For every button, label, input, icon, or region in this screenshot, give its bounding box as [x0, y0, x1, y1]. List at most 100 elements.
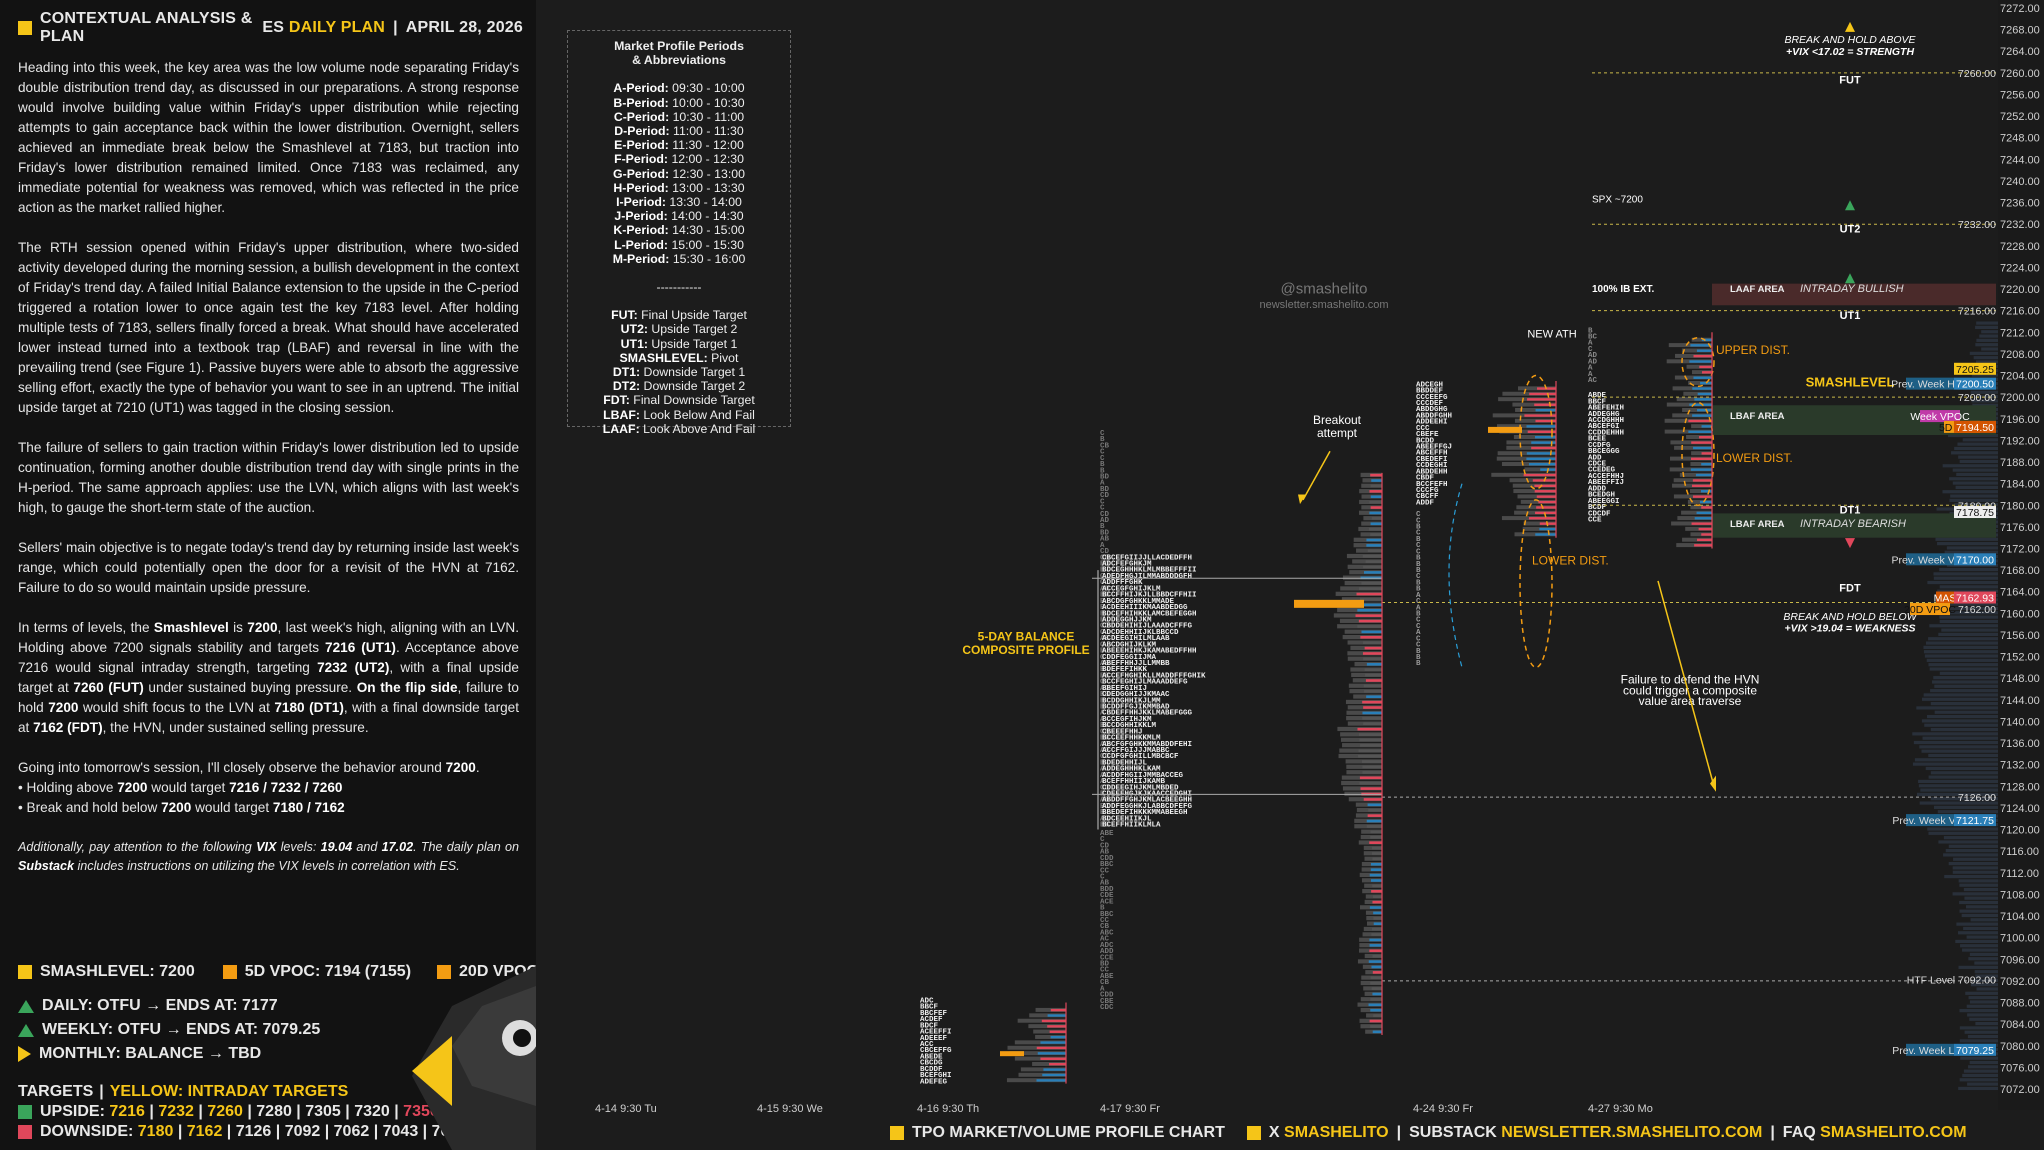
tpo-row: BBCF	[1588, 398, 1607, 406]
watermark-url: newsletter.smashelito.com	[1260, 299, 1389, 311]
day-volume-bar	[1701, 533, 1712, 536]
volume-profile-bar	[1975, 325, 1998, 330]
volume-profile-bar	[1928, 663, 1998, 667]
footer-x-handle[interactable]: SMASHELITO	[1284, 1124, 1389, 1141]
tpo-row: B	[1100, 604, 1105, 612]
day-volume-bar	[1699, 500, 1712, 504]
tpo-row: B	[1416, 536, 1421, 544]
tag-7194-bg	[1954, 420, 1996, 433]
volume-profile-bar	[1930, 689, 1998, 693]
tpo-row: ABEEFFIJ	[1588, 479, 1624, 487]
separator: |	[369, 1123, 383, 1140]
prev-week-low-value-bg	[1954, 1043, 1996, 1056]
tpo-row: CBDEFFHHJKKLMABEFGGG	[1102, 710, 1193, 718]
volume-profile-bar	[1919, 745, 1998, 749]
legend-period: F-Period: 12:00 - 12:30	[614, 152, 744, 167]
tpo-row: CCCDEF	[1416, 400, 1444, 408]
price-tick-label: 7192.00	[2000, 435, 2040, 447]
legend-period: G-Period: 12:30 - 13:00	[613, 166, 745, 181]
tpo-row: ADEEEF	[920, 1035, 948, 1043]
prev-week-high-value: 7200.50	[1956, 379, 1994, 391]
triangle-up-icon	[1845, 273, 1855, 284]
legend-abbrev: UT2: Upside Target 2	[620, 322, 738, 337]
lbaf-box-label: LBAF AREA	[1730, 411, 1785, 422]
upper-dist-arc	[1681, 336, 1715, 388]
tpo-row: ADD	[1588, 454, 1602, 462]
day-volume-bar	[1696, 349, 1712, 352]
price-tick-label: 7112.00	[2000, 868, 2039, 880]
mas-label-bg	[1936, 591, 1954, 604]
tpo-row: CB	[1100, 923, 1110, 931]
time-axis: 4-14 9:30 Tu 4-15 9:30 We 4-16 9:30 Th 4-17…	[595, 1103, 1653, 1115]
price-tick-label: 7220.00	[2000, 284, 2040, 296]
day-volume-bar	[1694, 398, 1712, 401]
day-volume-bar	[1040, 1057, 1066, 1060]
tpo-row: CBCEFGIIJJLLACDEDFFH	[1102, 554, 1192, 562]
time-tick-label: 4-14 9:30 Tu	[595, 1103, 657, 1115]
tpo-row: C	[1100, 836, 1105, 844]
tpo-row: CD	[1100, 623, 1110, 631]
day-volume-bar	[1527, 398, 1556, 401]
tpo-row: C	[1100, 654, 1105, 662]
smashlevel-label: SMASHLEVEL	[1806, 374, 1895, 389]
tpo-row: A	[1100, 766, 1105, 774]
tpo-row: A	[1416, 604, 1421, 612]
volume-profile-bar	[1965, 905, 1998, 909]
day-volume-bar	[1694, 544, 1712, 547]
volume-profile-bar	[1948, 861, 1998, 866]
tpo-row: B	[1100, 610, 1105, 618]
tpo-row: AD	[1588, 358, 1598, 366]
price-tick-label: 7216.00	[2000, 306, 2040, 318]
tpo-row: AB	[1100, 635, 1110, 643]
price-tick-label: 7256.00	[2000, 89, 2040, 101]
volume-profile-bar	[1921, 749, 1998, 753]
day-volume-bar	[1692, 484, 1712, 488]
volume-profile-bar	[1970, 390, 1998, 394]
price-tick-label: 7212.00	[2000, 327, 2040, 339]
tpo-row: AC	[1100, 936, 1110, 944]
tpo-row: C	[1416, 635, 1421, 643]
tpo-row: AC	[1588, 377, 1598, 385]
composite-volume-bar	[1372, 992, 1382, 996]
tpo-profile-chart[interactable]: 7272.00 7268.00 7264.00 7260.00 7256.00 7252.…	[536, 0, 2044, 1150]
tpo-row: CCDFGFGHILLMBCBCF	[1102, 753, 1179, 761]
tpo-row: C	[1100, 641, 1105, 649]
footer-substack-link[interactable]: NEWSLETTER.SMASHELITO.COM	[1501, 1124, 1763, 1141]
tpo-row: ABEEFFGJ	[1416, 444, 1452, 452]
tpo-row: ACCEFHGHIKLLMADDFFFGHIK	[1102, 672, 1206, 680]
legend-abbrev: LBAF: Look Below And Fail	[603, 407, 755, 422]
day-volume-bar	[1692, 387, 1712, 390]
composite-volume-bar	[1371, 852, 1382, 855]
volume-profile-bar	[1939, 671, 1998, 675]
tpo-row: C	[1416, 642, 1421, 650]
composite-volume-bar	[1369, 841, 1382, 844]
day-volume-bar	[1526, 457, 1556, 461]
tpo-row: CBCDG	[920, 1060, 943, 1068]
tpo-row: C	[1588, 346, 1593, 354]
volume-profile-bar	[1974, 961, 1998, 965]
legend-period: B-Period: 10:00 - 10:30	[613, 95, 745, 110]
volume-profile-bar	[1981, 347, 1998, 351]
volume-profile-bar	[1928, 637, 1998, 641]
tpo-row: B	[1416, 561, 1421, 569]
price-tick-label: 7088.00	[2000, 998, 2040, 1010]
composite-volume-bar	[1361, 760, 1382, 763]
tpo-row: CCC	[1416, 425, 1430, 433]
volume-profile-bar	[1958, 965, 1998, 969]
tpo-row: C	[1100, 455, 1105, 463]
day-volume-bar	[1695, 473, 1712, 477]
target-value: 7126	[235, 1123, 272, 1140]
tpo-row: ACDEF	[920, 1016, 943, 1024]
composite-volume-bar	[1361, 581, 1382, 585]
triangle-up-icon	[18, 1023, 34, 1037]
price-tick-label: 7136.00	[2000, 738, 2040, 750]
volume-profile-bar	[1964, 896, 1998, 900]
fut-label: FUT	[1839, 75, 1861, 87]
tpo-row: ADCDEHHIIJKLBBCCD	[1102, 629, 1179, 637]
legend-divider: -----------	[656, 280, 702, 295]
footer-faq-link[interactable]: SMASHELITO.COM	[1820, 1124, 1967, 1141]
lower-dist-label: LOWER DIST.	[1532, 554, 1609, 568]
lbaf-box-label: LBAF AREA	[1730, 519, 1785, 530]
composite-volume-bar	[1358, 733, 1382, 736]
composite-volume-bar	[1370, 998, 1382, 1001]
